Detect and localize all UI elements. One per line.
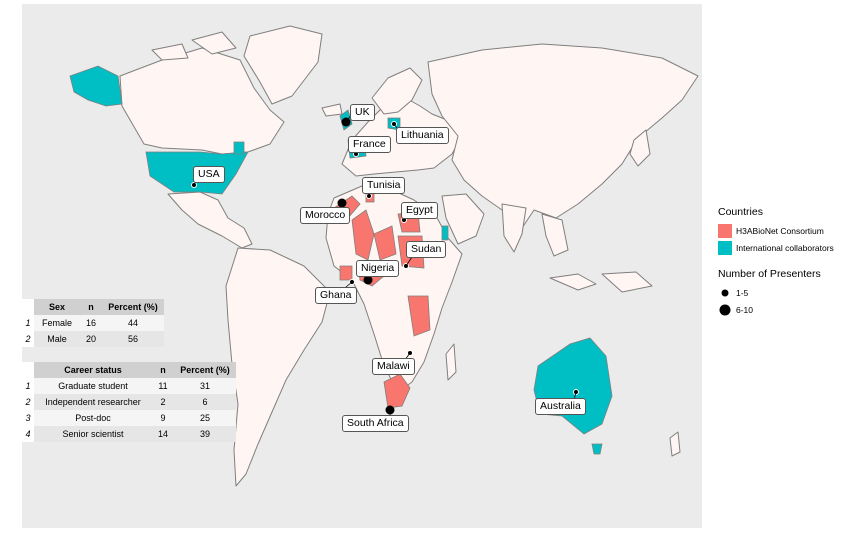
legend: Countries H3ABioNet Consortium Internati…	[718, 206, 834, 318]
legend-countries-title: Countries	[718, 206, 763, 218]
table-row: 1 Graduate student 11 31	[22, 378, 237, 394]
ghana-shape	[339, 265, 353, 281]
label-nigeria: Nigeria	[356, 260, 400, 277]
south-africa-shape	[383, 373, 411, 409]
legend-item-large: 6-10	[718, 301, 834, 318]
label-lithuania: Lithuania	[396, 127, 449, 144]
asia-shape	[427, 43, 699, 235]
label-south-africa: South Africa	[342, 415, 409, 432]
label-sudan: Sudan	[406, 241, 447, 258]
label-uk: UK	[350, 104, 375, 121]
alaska-shape	[69, 65, 123, 107]
table-row: 2 Independent researcher 2 6	[22, 394, 237, 410]
sex-table: Sex n Percent (%) 1 Female 16 44 2 Male …	[22, 299, 165, 347]
sex-header: Sex	[34, 299, 80, 315]
collaborators-swatch	[718, 240, 732, 255]
career-pct-header: Percent (%)	[174, 362, 237, 378]
career-header: Career status	[34, 362, 152, 378]
label-usa: USA	[193, 166, 225, 183]
table-row: 3 Post-doc 9 25	[22, 410, 237, 426]
consortium-swatch	[718, 223, 732, 238]
mexico-shape	[167, 191, 253, 249]
india-shape	[501, 203, 527, 253]
label-egypt: Egypt	[401, 202, 438, 219]
algeria-mali-shape	[351, 209, 375, 261]
south-america-shape	[225, 247, 331, 487]
sex-pct-header: Percent (%)	[102, 299, 165, 315]
small-dot-icon	[721, 289, 729, 296]
legend-presenters-title: Number of Presenters	[718, 268, 821, 280]
legend-item-consortium: H3ABioNet Consortium	[718, 222, 834, 239]
label-morocco: Morocco	[300, 207, 351, 224]
arabia-shape	[441, 193, 485, 245]
map-panel: UK Lithuania France USA Tunisia Morocco …	[22, 4, 702, 528]
label-malawi: Malawi	[372, 358, 415, 375]
world-map	[69, 25, 699, 487]
greenland-shape	[243, 25, 323, 105]
table-row: 2 Male 20 56	[22, 331, 165, 347]
east-africa-shape	[407, 295, 431, 337]
australia-shape	[533, 337, 613, 435]
niger-shape	[373, 225, 397, 261]
legend-item-collaborators: International collaborators	[718, 239, 834, 256]
label-tunisia: Tunisia	[362, 177, 406, 194]
sex-n-header: n	[80, 299, 103, 315]
career-n-header: n	[152, 362, 175, 378]
label-france: France	[348, 136, 391, 153]
table-row: 4 Senior scientist 14 39	[22, 426, 237, 442]
label-australia: Australia	[535, 398, 586, 415]
legend-item-small: 1-5	[718, 284, 834, 301]
large-dot-icon	[719, 304, 731, 315]
label-ghana: Ghana	[315, 287, 357, 304]
tasmania-shape	[591, 443, 603, 455]
table-row: 1 Female 16 44	[22, 315, 165, 331]
career-table: Career status n Percent (%) 1 Graduate s…	[22, 362, 237, 442]
